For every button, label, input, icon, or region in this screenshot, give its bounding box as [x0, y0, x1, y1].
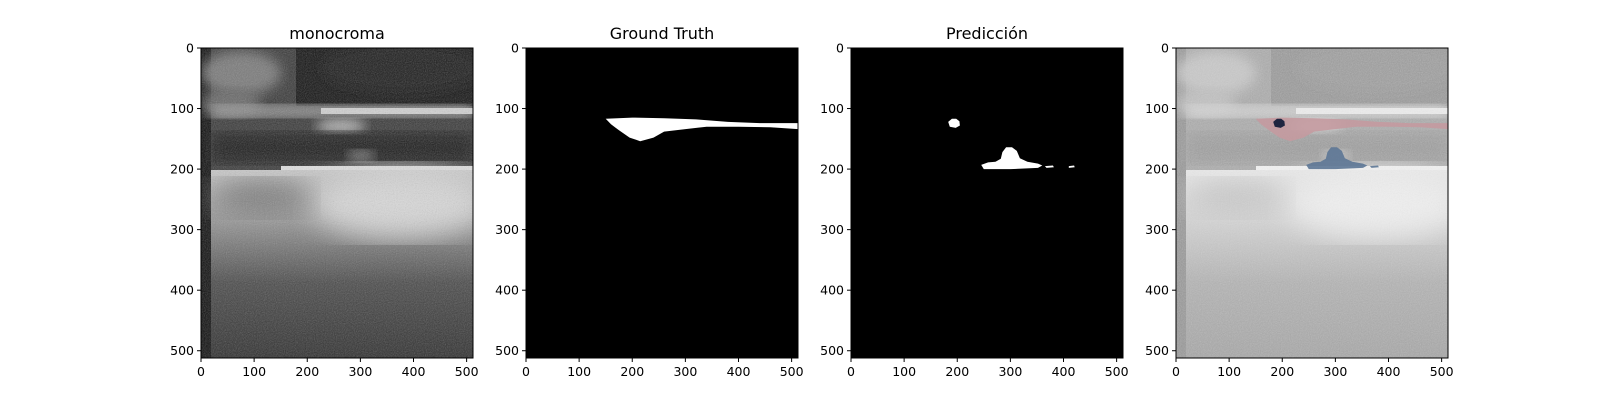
y-tick-label: 400 [495, 283, 519, 298]
y-tick-label: 500 [170, 343, 194, 358]
y-tick-label: 0 [186, 41, 194, 56]
x-tick-label: 0 [522, 364, 530, 379]
x-tick-label: 300 [998, 364, 1022, 379]
y-tick-label: 0 [511, 41, 519, 56]
x-tick-label: 500 [455, 364, 479, 379]
x-tick-label: 100 [892, 364, 916, 379]
x-tick-label: 400 [402, 364, 426, 379]
axes-frame [200, 47, 474, 359]
ultrasound-image [201, 43, 491, 358]
y-tick-label: 400 [170, 283, 194, 298]
y-tick-label: 500 [820, 343, 844, 358]
y-tick-label: 200 [495, 162, 519, 177]
x-tick-label: 500 [1430, 364, 1454, 379]
x-tick-label: 100 [242, 364, 266, 379]
y-tick-label: 500 [495, 343, 519, 358]
x-tick-label: 200 [620, 364, 644, 379]
prediction-mask [1068, 165, 1075, 168]
panel-monocroma: monocroma 0 0 100 100 200 200 300 300 400 400 500 50… [170, 24, 491, 379]
x-tick-label: 400 [1052, 364, 1076, 379]
x-tick-label: 0 [847, 364, 855, 379]
y-tick-label: 300 [495, 222, 519, 237]
mask-background [851, 48, 1123, 358]
y-tick-label: 200 [1145, 162, 1169, 177]
overlay-image [1176, 48, 1448, 358]
axes-frame [1175, 47, 1449, 359]
x-tick-label: 100 [567, 364, 591, 379]
mask-background [526, 48, 798, 358]
y-tick-label: 300 [820, 222, 844, 237]
y-tick-label: 0 [836, 41, 844, 56]
x-tick-label: 300 [673, 364, 697, 379]
x-tick-label: 200 [295, 364, 319, 379]
x-tick-label: 500 [1105, 364, 1129, 379]
x-tick-label: 300 [348, 364, 372, 379]
x-tick-label: 0 [197, 364, 205, 379]
x-tick-label: 400 [1377, 364, 1401, 379]
x-tick-label: 400 [727, 364, 751, 379]
panel-ground-truth: Ground Truth 0 0 100 100 200 200 300 300 400 400 50… [495, 24, 803, 379]
x-tick-label: 100 [1217, 364, 1241, 379]
prediction-overlay [1306, 147, 1368, 170]
x-tick-label: 200 [1270, 364, 1294, 379]
y-tick-label: 100 [495, 101, 519, 116]
y-tick-label: 300 [1145, 222, 1169, 237]
y-tick-label: 200 [170, 162, 194, 177]
y-tick-label: 400 [820, 283, 844, 298]
prediction-mask [948, 118, 960, 128]
y-tick-label: 300 [170, 222, 194, 237]
panel-title: monocroma [289, 24, 385, 43]
x-tick-label: 200 [945, 364, 969, 379]
axes-frame [850, 47, 1124, 359]
y-tick-label: 100 [170, 101, 194, 116]
y-tick-label: 0 [1161, 41, 1169, 56]
x-tick-label: 0 [1172, 364, 1180, 379]
ground-truth-overlay [1255, 117, 1448, 142]
panel-overlay: 0 0 100 100 200 200 300 300 400 400 500 500 [1145, 41, 1454, 380]
y-tick-label: 100 [820, 101, 844, 116]
y-tick-label: 400 [1145, 283, 1169, 298]
panel-title: Predicción [946, 24, 1028, 43]
y-tick-label: 500 [1145, 343, 1169, 358]
prediction-mask [1044, 165, 1054, 168]
axes-frame [525, 47, 799, 359]
panel-prediccion: Predicción 0 0 100 100 200 200 300 300 400 400 500 5… [820, 24, 1128, 379]
y-tick-label: 100 [1145, 101, 1169, 116]
x-tick-label: 500 [780, 364, 804, 379]
x-tick-label: 300 [1323, 364, 1347, 379]
overlap-overlay [1273, 118, 1285, 128]
prediction-mask [981, 147, 1043, 170]
y-tick-label: 200 [820, 162, 844, 177]
panel-title: Ground Truth [610, 24, 715, 43]
ground-truth-mask [605, 117, 798, 142]
